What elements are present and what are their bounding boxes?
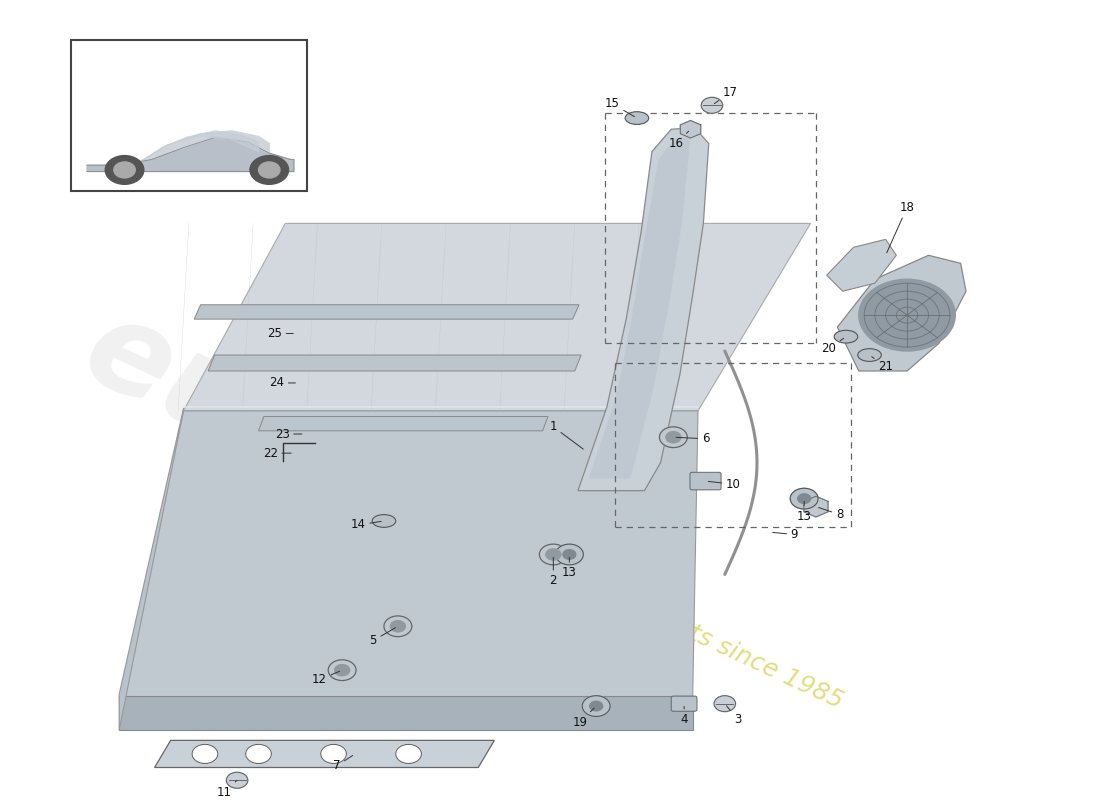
- Polygon shape: [87, 138, 294, 171]
- Text: 22: 22: [263, 446, 292, 460]
- Polygon shape: [119, 409, 184, 730]
- Polygon shape: [119, 696, 693, 730]
- Circle shape: [546, 549, 561, 560]
- Polygon shape: [208, 355, 581, 371]
- Text: 19: 19: [573, 708, 594, 729]
- Polygon shape: [588, 138, 691, 478]
- Text: 5: 5: [370, 628, 396, 647]
- Ellipse shape: [858, 349, 881, 362]
- Circle shape: [390, 621, 406, 632]
- Circle shape: [334, 665, 350, 676]
- Circle shape: [321, 744, 346, 763]
- Text: a passion for Parts since 1985: a passion for Parts since 1985: [495, 532, 847, 713]
- Polygon shape: [578, 128, 708, 490]
- Text: 9: 9: [772, 528, 799, 541]
- Circle shape: [384, 616, 411, 637]
- Text: 12: 12: [312, 671, 340, 686]
- Polygon shape: [154, 740, 494, 767]
- Text: 11: 11: [217, 780, 238, 798]
- Text: 1: 1: [550, 420, 583, 449]
- Circle shape: [859, 279, 955, 351]
- FancyBboxPatch shape: [690, 472, 722, 490]
- Text: 17: 17: [714, 86, 738, 104]
- Circle shape: [250, 155, 288, 184]
- Text: 8: 8: [818, 507, 844, 521]
- Circle shape: [258, 162, 280, 178]
- Ellipse shape: [372, 514, 396, 527]
- Circle shape: [245, 744, 272, 763]
- Polygon shape: [195, 305, 579, 319]
- Circle shape: [798, 494, 811, 503]
- Text: 20: 20: [822, 338, 844, 355]
- Circle shape: [714, 696, 736, 712]
- Text: 6: 6: [676, 432, 710, 446]
- Polygon shape: [184, 223, 811, 411]
- Text: 7: 7: [333, 755, 353, 772]
- Circle shape: [192, 744, 218, 763]
- Circle shape: [701, 98, 723, 114]
- Bar: [70, 40, 307, 191]
- FancyBboxPatch shape: [671, 696, 697, 711]
- Circle shape: [539, 544, 568, 565]
- Text: 24: 24: [270, 377, 296, 390]
- Circle shape: [556, 544, 583, 565]
- Text: 25: 25: [267, 327, 294, 340]
- Text: 14: 14: [351, 518, 382, 531]
- Polygon shape: [130, 131, 270, 165]
- Circle shape: [590, 702, 603, 711]
- Text: 3: 3: [727, 706, 741, 726]
- Polygon shape: [144, 131, 258, 159]
- Polygon shape: [827, 239, 896, 291]
- Polygon shape: [837, 255, 966, 371]
- Text: 15: 15: [605, 98, 635, 117]
- Text: 23: 23: [275, 427, 301, 441]
- Text: 21: 21: [872, 357, 893, 374]
- Circle shape: [227, 772, 248, 788]
- Ellipse shape: [625, 112, 649, 125]
- Polygon shape: [680, 121, 701, 138]
- Circle shape: [106, 155, 144, 184]
- Polygon shape: [258, 417, 548, 431]
- Text: 13: 13: [562, 558, 576, 579]
- Circle shape: [790, 488, 818, 509]
- Text: 13: 13: [796, 502, 812, 522]
- Text: 16: 16: [669, 131, 689, 150]
- Polygon shape: [119, 411, 698, 698]
- Text: europes: europes: [66, 287, 634, 638]
- Text: 4: 4: [680, 706, 688, 726]
- Text: 2: 2: [550, 558, 557, 587]
- Circle shape: [113, 162, 135, 178]
- Circle shape: [563, 550, 575, 559]
- Circle shape: [666, 432, 681, 442]
- Ellipse shape: [834, 330, 858, 343]
- Text: 18: 18: [887, 201, 914, 253]
- Text: 10: 10: [708, 478, 740, 490]
- Circle shape: [659, 427, 688, 447]
- Circle shape: [396, 744, 421, 763]
- Polygon shape: [804, 496, 828, 517]
- Circle shape: [582, 696, 610, 717]
- Circle shape: [328, 660, 356, 681]
